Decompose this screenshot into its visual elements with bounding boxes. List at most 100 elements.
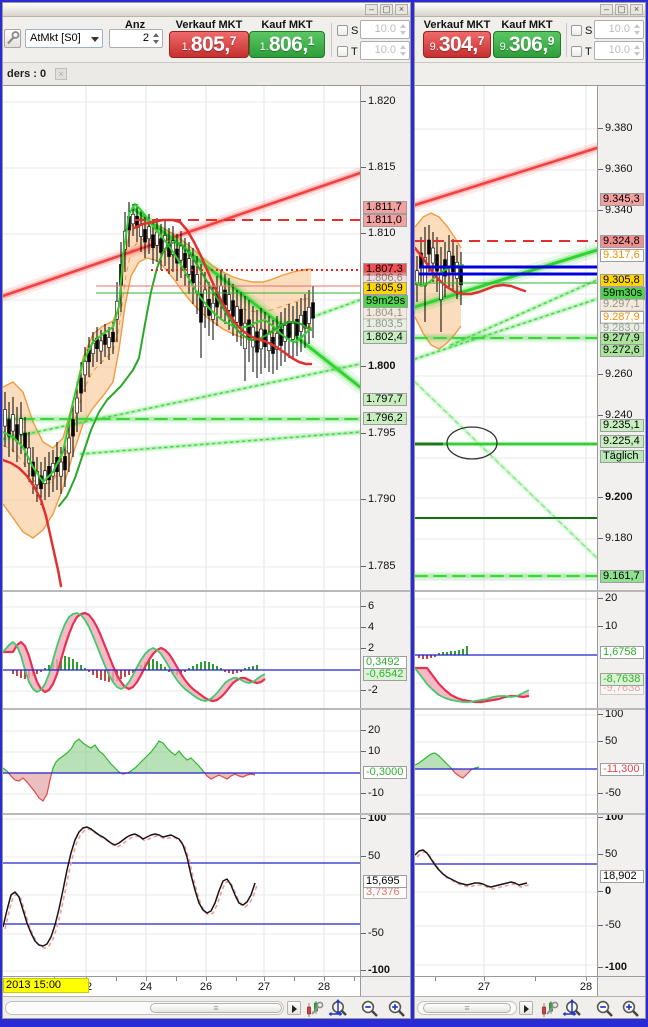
sell-label: Verkauf MKT [175,19,243,31]
time-tick: 27 [477,981,491,993]
price-label: 9.297,1 [600,298,644,311]
quantity-stepper[interactable]: 2 [109,29,163,48]
chart-settings-button[interactable] [304,999,324,1018]
axis-tick: 6 [361,600,375,612]
time-axis[interactable]: 27 28 [415,976,645,996]
chart-toolbar [415,996,645,1018]
zoom-fit-button[interactable] [562,999,582,1018]
axis-tick: 9.200 [598,491,633,503]
minimize-icon[interactable]: – [600,4,613,15]
buy-label: Kauf MKT [501,19,553,31]
spin-down-icon[interactable] [152,40,159,44]
price-label: 1.811,7 [363,201,407,214]
close-icon[interactable]: × [395,4,408,15]
macd-axis[interactable]: 20 10 -9,7638 1,6758 -8,7638 [597,592,645,708]
time-tick: 26 [199,981,213,993]
price-label: 1,6758 [600,646,644,659]
close-icon[interactable]: × [630,4,643,15]
price-chart[interactable] [3,86,360,590]
scroll-right-button[interactable] [287,1001,301,1015]
trailing-checkbox[interactable] [571,46,582,57]
axis-tick: -50 [361,927,384,939]
axis-tick: 1.810 [361,227,396,239]
minimize-icon[interactable]: – [365,4,378,15]
zoom-fit-button[interactable] [328,999,348,1018]
price-chart[interactable] [415,86,597,590]
axis-tick: -50 [598,919,621,931]
momentum-indicator-pane[interactable] [3,710,360,813]
chart-settings-button[interactable] [539,999,559,1018]
price-label: 9.225,4 [600,435,644,448]
oscillator-axis[interactable]: 100 50 0 -50 -100 18,902 [597,815,645,977]
buy-market-button[interactable]: 1. 806, 1 [249,31,325,58]
zoom-out-button[interactable] [595,999,615,1018]
momentum-axis[interactable]: 20 10 -10 -0,3000 [360,710,410,813]
clear-orders-icon[interactable]: × [55,68,67,80]
macd-indicator-pane[interactable] [415,592,597,708]
sell-market-button[interactable]: 1. 805, 7 [169,31,249,58]
maximize-icon[interactable]: ▢ [380,4,393,15]
axis-tick: -100 [361,964,391,976]
axis-tick: 10 [598,620,618,632]
time-axis[interactable]: 22242627282013 15:00 [3,976,410,996]
axis-tick: -100 [598,961,628,973]
sell-market-button[interactable]: 9. 304, 7 [423,31,491,58]
trailing-distance-stepper[interactable]: 10.0 [360,41,410,60]
chart-stack: 1.820 1.815 1.810 1.800 1.795 1.790 1.785 1.811… [3,85,410,977]
macd-axis[interactable]: 6 4 2 -2 0,3492 -0,6542 [360,592,410,708]
order-entry-header: Verkauf MKT 9. 304, 7 Kauf MKT 9. 306, 9 S 1… [415,17,645,63]
zoom-out-button[interactable] [360,999,380,1018]
stop-distance-stepper[interactable]: 10.0 [360,20,410,39]
momentum-indicator-pane[interactable] [415,710,597,813]
macd-indicator-pane[interactable] [3,592,360,708]
candlestick-wrench-icon [542,1001,559,1017]
trailing-checkbox-label: T [585,46,592,58]
oscillator-indicator-pane[interactable] [415,815,597,977]
h-scrollbar-track[interactable] [417,1001,517,1015]
orders-bar: ders : 0 × [3,63,410,87]
stop-checkbox[interactable] [571,25,582,36]
chart-toolbar [3,996,410,1018]
axis-tick: 100 [598,710,624,720]
titlebar[interactable]: – ▢ × [415,3,645,17]
axis-tick: 1.820 [361,95,396,107]
scroll-right-button[interactable] [519,1001,533,1015]
time-origin-label: 2013 15:00 [3,978,89,993]
chart-stack: 9.380 9.360 9.340 9.260 9.240 9.200 9.180 9.345… [415,85,645,977]
stop-distance-stepper[interactable]: 10.0 [594,20,644,39]
buy-market-button[interactable]: 9. 306, 9 [493,31,561,58]
zoom-in-button[interactable] [621,999,641,1018]
price-label: 15,695 [363,875,407,888]
titlebar[interactable]: – ▢ × [3,3,410,17]
maximize-icon[interactable]: ▢ [615,4,628,15]
axis-tick: 100 [361,815,386,825]
zoom-in-button[interactable] [387,999,407,1018]
axis-tick: 2 [361,642,375,654]
h-scrollbar-track[interactable] [5,1001,284,1015]
axis-tick: 1.800 [361,360,396,372]
oscillator-indicator-pane[interactable] [3,815,360,977]
price-label: 1.803,5 [363,318,407,331]
spin-up-icon[interactable] [152,33,159,37]
axis-tick: 9.260 [598,368,633,380]
h-scrollbar-thumb[interactable] [423,1003,511,1013]
h-scrollbar-thumb[interactable] [150,1003,282,1013]
trailing-distance-stepper[interactable]: 10.0 [594,41,644,60]
axis-tick: 9.240 [598,409,633,421]
price-label: 9.161,7 [600,570,644,583]
stop-checkbox[interactable] [337,25,348,36]
wrench-icon [7,31,20,45]
price-label: 18,902 [600,870,644,883]
oscillator-axis[interactable]: 100 50 -50 -100 3,7376 15,695 [360,815,410,977]
order-type-dropdown[interactable]: AtMkt [S0] [25,29,103,48]
settings-wrench-button[interactable] [4,29,21,48]
trailing-checkbox[interactable] [337,46,348,57]
axis-tick: 4 [361,621,375,633]
quantity-label: Anz [124,19,146,31]
price-axis[interactable]: 1.820 1.815 1.810 1.800 1.795 1.790 1.785 1.811… [360,86,410,590]
chevron-down-icon [91,37,99,42]
momentum-axis[interactable]: 100 50 -50 -11,300 [597,710,645,813]
time-tick-mark [354,977,355,981]
price-axis[interactable]: 9.380 9.360 9.340 9.260 9.240 9.200 9.180 9.345… [597,86,645,590]
stop-checkbox-label: S [585,25,593,37]
